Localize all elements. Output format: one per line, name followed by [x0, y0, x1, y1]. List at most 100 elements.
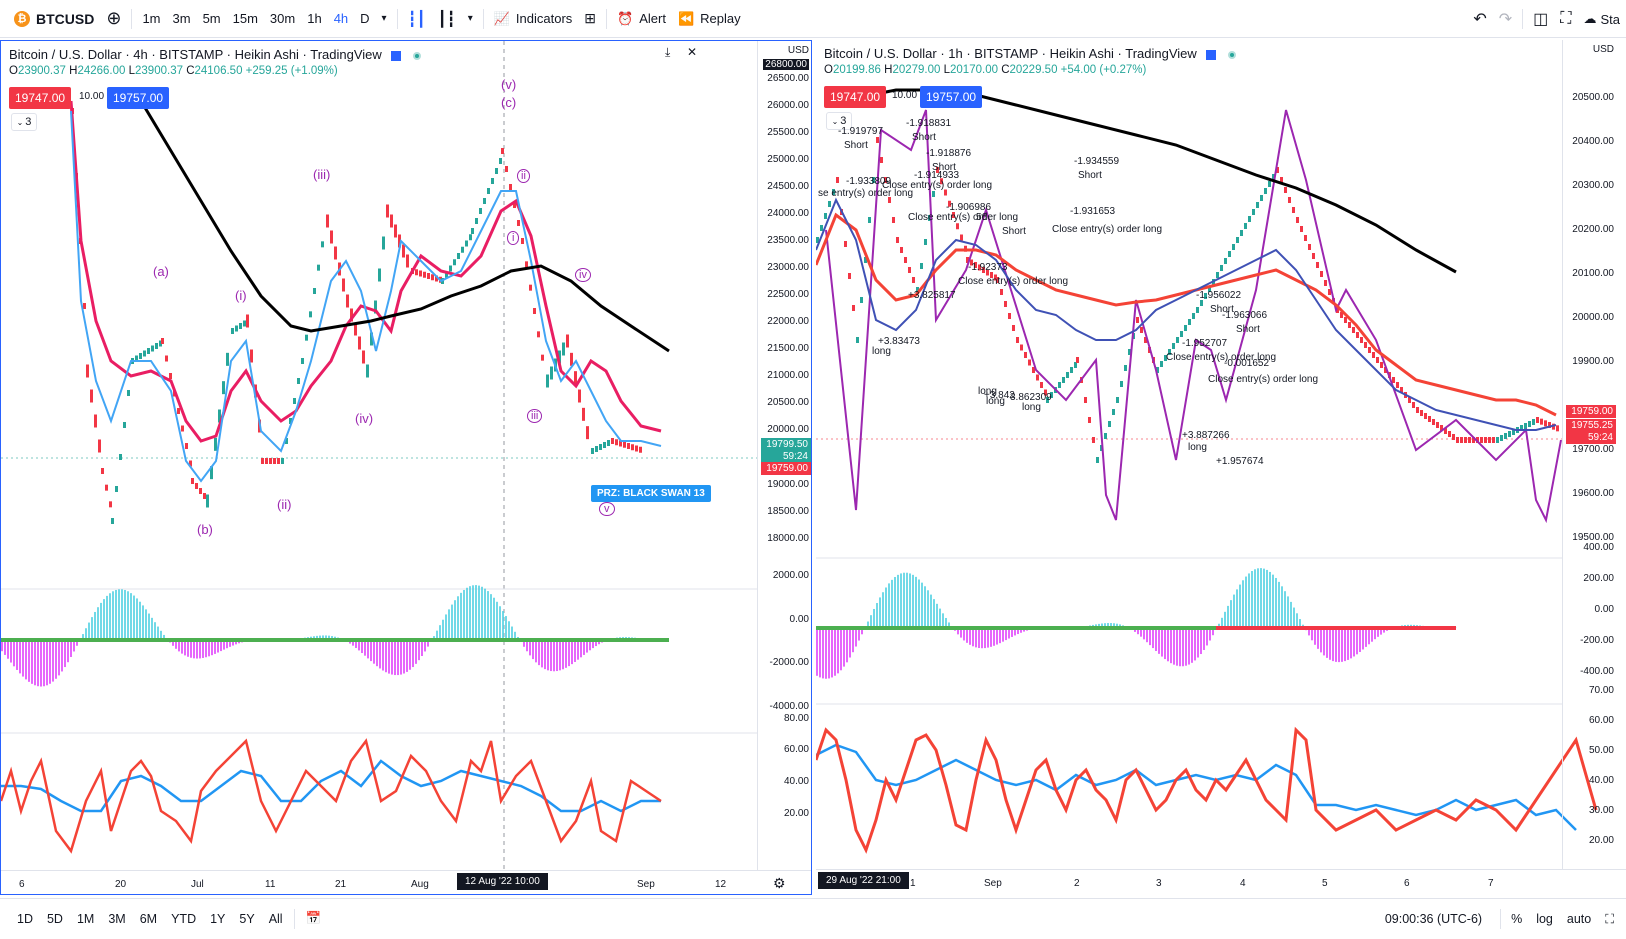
histogram-bar — [97, 607, 99, 640]
layout-icon[interactable]: ◫ — [1527, 5, 1554, 33]
sell-price-button[interactable]: 19747.00 — [824, 86, 886, 108]
percent-toggle[interactable]: % — [1511, 912, 1522, 926]
range-5d[interactable]: 5D — [40, 912, 70, 926]
flag-icon — [1206, 50, 1216, 60]
indicators-button[interactable]: 📈 Indicators — [488, 5, 579, 33]
range-3m[interactable]: 3M — [101, 912, 132, 926]
histogram-bar — [196, 640, 198, 659]
histogram-bar — [978, 628, 980, 648]
range-1d[interactable]: 1D — [10, 912, 40, 926]
candle — [1536, 417, 1539, 423]
timeframe-dropdown-chevron-icon[interactable]: ▾ — [376, 5, 393, 33]
cloud-save-button[interactable]: ☁ Sta — [1577, 5, 1626, 33]
timeframe-5m[interactable]: 5m — [197, 5, 227, 33]
range-1m[interactable]: 1M — [70, 912, 101, 926]
candle — [427, 273, 430, 279]
buy-price-button[interactable]: 19757.00 — [107, 87, 169, 109]
alert-button[interactable]: ⏰ Alert — [611, 5, 672, 33]
strategy-annotation: -1.931653 — [1070, 206, 1115, 217]
range-1y[interactable]: 1Y — [203, 912, 232, 926]
left-time-axis[interactable]: 6 20 Jul 11 21 Aug Sep 12 12 Aug '22 10:… — [1, 870, 811, 895]
timeframe-30m[interactable]: 30m — [264, 5, 301, 33]
range-all[interactable]: All — [262, 912, 290, 926]
left-chart-pane[interactable]: Bitcoin / U.S. Dollar · 4h · BITSTAMP · … — [0, 40, 812, 895]
crosshair-time-badge: 12 Aug '22 10:00 — [457, 873, 548, 890]
candle — [1188, 319, 1191, 325]
timeframe-15m[interactable]: 15m — [227, 5, 264, 33]
histogram-bar — [562, 640, 564, 669]
candle — [1116, 397, 1119, 403]
strategy-annotation: Close entry(s) order long — [958, 276, 1068, 287]
buy-price-button[interactable]: 19757.00 — [920, 86, 982, 108]
candle — [206, 495, 209, 508]
log-toggle[interactable]: log — [1536, 912, 1553, 926]
timeframe-1h[interactable]: 1h — [301, 5, 327, 33]
range-ytd[interactable]: YTD — [164, 912, 203, 926]
goto-date-icon[interactable]: 📅 — [299, 911, 329, 926]
histogram-bar — [580, 640, 582, 657]
candles-icon[interactable]: ┃┇ — [432, 5, 462, 33]
candle — [1236, 237, 1239, 243]
price-label: 20500.00 — [1572, 92, 1614, 103]
settings-gear-icon[interactable]: ⚙ — [773, 875, 786, 892]
candle — [1364, 342, 1367, 348]
histogram-bar — [193, 640, 195, 658]
strategy-annotation: Close entry(s) order long — [1052, 224, 1162, 235]
range-6m[interactable]: 6M — [133, 912, 164, 926]
indicators-label: Indicators — [516, 11, 572, 26]
strategy-annotation: se entry(s) order long — [818, 188, 913, 199]
timeframe-3m[interactable]: 3m — [167, 5, 197, 33]
symbol-search[interactable]: ₿ BTCUSD — [8, 5, 100, 33]
timeframe-4h[interactable]: 4h — [328, 5, 354, 33]
bar-style-icon[interactable]: ┇┃ — [402, 5, 432, 33]
candle — [525, 261, 528, 267]
right-chart-pane[interactable]: Bitcoin / U.S. Dollar · 1h · BITSTAMP · … — [816, 40, 1626, 895]
histogram-bar — [1326, 628, 1328, 658]
histogram-bar — [490, 594, 492, 640]
histogram-bar — [1161, 628, 1163, 657]
histogram-bar — [1287, 596, 1289, 628]
candle — [101, 468, 104, 474]
candle — [1484, 437, 1487, 443]
candle — [479, 208, 482, 214]
undo-icon[interactable]: ↶ — [1467, 5, 1492, 33]
candle — [301, 358, 304, 364]
bottom-right: 09:00:36 (UTC-6) % log auto ⛶ — [1385, 899, 1614, 939]
candle — [824, 213, 827, 219]
candle — [1012, 325, 1015, 331]
chart-type-chevron-icon[interactable]: ▾ — [462, 5, 479, 33]
clock-time[interactable]: 09:00:36 (UTC-6) — [1385, 912, 1482, 926]
compare-add-icon[interactable]: ⊕ — [100, 5, 127, 33]
histogram-bar — [1344, 628, 1346, 661]
candle — [578, 390, 581, 403]
range-5y[interactable]: 5Y — [232, 912, 261, 926]
templates-icon[interactable]: ⊞ — [578, 5, 602, 33]
histogram-bar — [909, 573, 911, 628]
right-time-axis[interactable]: 1 Sep 2 3 4 5 6 7 29 Aug '22 21:00 — [816, 869, 1626, 895]
scroll-down-icon[interactable]: ⤓ — [665, 45, 670, 60]
histogram-bar — [202, 640, 204, 658]
auto-toggle[interactable]: auto — [1567, 912, 1591, 926]
timeframe-1m[interactable]: 1m — [136, 5, 166, 33]
alarm-clock-icon: ⏰ — [617, 11, 633, 27]
fullscreen-icon[interactable]: ⛶ — [1554, 5, 1577, 33]
left-chart-canvas[interactable] — [1, 41, 812, 895]
strategy-annotation: +3.887266 — [1182, 430, 1230, 441]
timeframe-d[interactable]: D — [354, 5, 375, 33]
candle — [495, 168, 498, 174]
redo-icon[interactable]: ↷ — [1493, 5, 1518, 33]
candle — [550, 367, 553, 380]
histogram-bar — [900, 573, 902, 628]
candle — [615, 439, 618, 445]
rsi-label: 50.00 — [1589, 745, 1614, 756]
rsi-label: 40.00 — [1589, 775, 1614, 786]
close-icon[interactable]: ✕ — [687, 45, 697, 59]
price-label: 18000.00 — [767, 533, 809, 544]
price-label: 19000.00 — [767, 479, 809, 490]
sell-price-button[interactable]: 19747.00 — [9, 87, 71, 109]
indicator-toggle[interactable]: ⌄ 3 — [11, 113, 37, 131]
replay-button[interactable]: ⏪ Replay — [672, 5, 747, 33]
fit-screen-icon[interactable]: ⛶ — [1605, 912, 1614, 927]
